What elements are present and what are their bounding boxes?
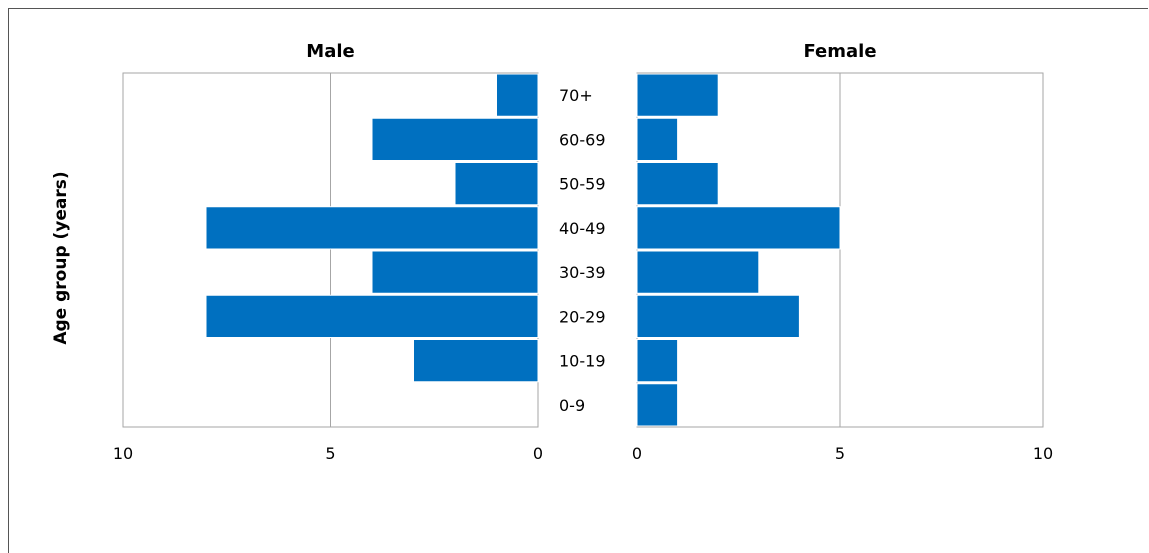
male-bar-50-59: [454, 162, 539, 206]
male-tick-label: 10: [113, 444, 133, 463]
category-label: 60-69: [559, 130, 606, 149]
female-bar-40-49: [636, 206, 841, 250]
female-bar-0-9: [636, 383, 679, 427]
male-panel-title: Male: [306, 41, 354, 62]
female-bar-10-19: [636, 339, 679, 383]
female-bar-50-59: [636, 162, 719, 206]
female-panel: 0 5 10 Female: [632, 41, 1053, 463]
category-label: 30-39: [559, 263, 606, 282]
male-bar-20-29: [205, 294, 539, 338]
female-bar-20-29: [636, 294, 800, 338]
category-label: 20-29: [559, 307, 606, 326]
male-bar-40-49: [205, 206, 539, 250]
female-bar-60-69: [636, 117, 679, 161]
male-bar-30-39: [371, 250, 539, 294]
male-bar-10-19: [413, 339, 539, 383]
category-labels: 0-9 10-19 20-29 30-39 40-49 50-59 60-69 70+: [559, 86, 606, 415]
chart-frame: [8, 8, 1148, 553]
category-label: 10-19: [559, 352, 606, 371]
y-axis-label: Age group (years): [51, 171, 71, 344]
male-bar-70+: [496, 73, 539, 117]
female-panel-title: Female: [803, 41, 876, 62]
male-tick-label: 5: [325, 444, 335, 463]
female-tick-label: 10: [1033, 444, 1053, 463]
category-label: 70+: [559, 86, 593, 105]
male-panel: 10 5 0 Male: [113, 41, 543, 463]
female-tick-label: 5: [835, 444, 845, 463]
male-tick-label: 0: [533, 444, 543, 463]
female-tick-label: 0: [632, 444, 642, 463]
female-bar-70+: [636, 73, 719, 117]
female-bar-30-39: [636, 250, 760, 294]
category-label: 50-59: [559, 175, 606, 194]
category-label: 0-9: [559, 396, 585, 415]
male-bar-60-69: [371, 117, 539, 161]
category-label: 40-49: [559, 219, 606, 238]
